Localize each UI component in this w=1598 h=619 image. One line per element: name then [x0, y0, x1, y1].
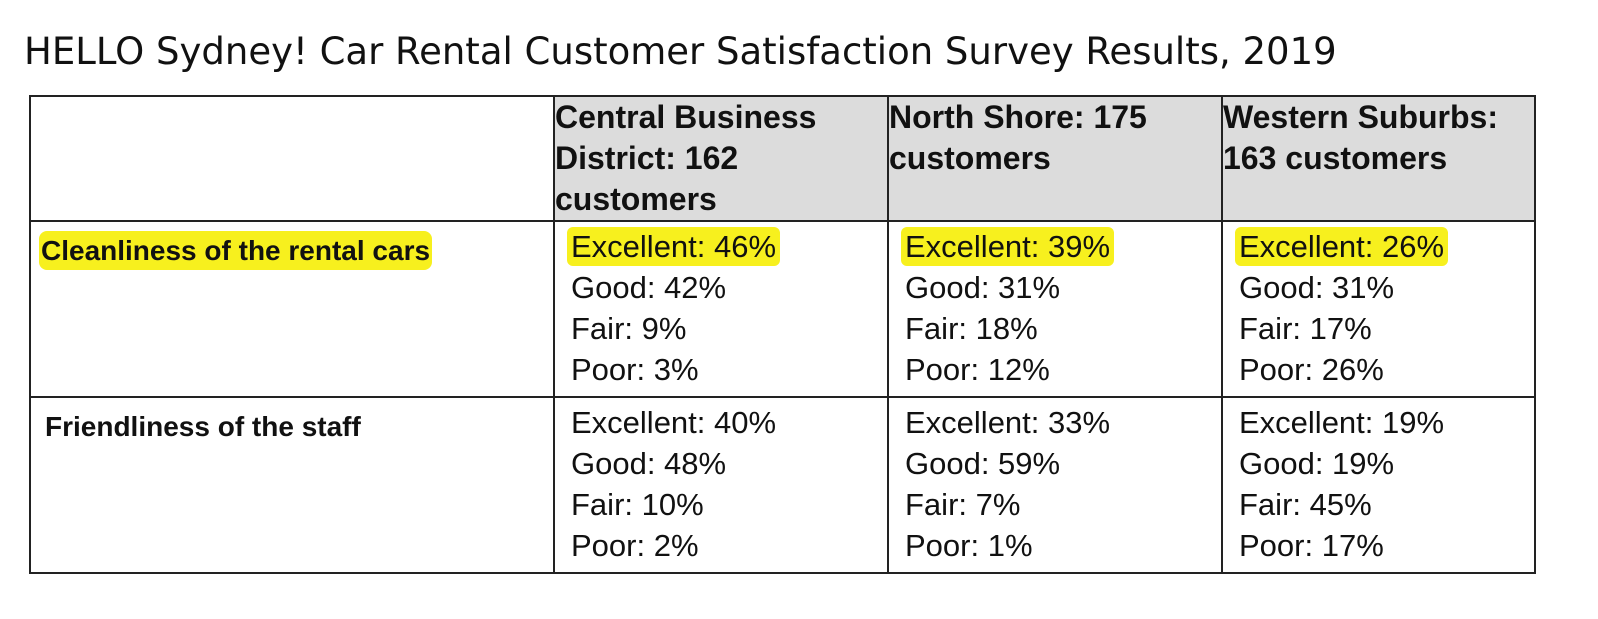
highlighted-row-label: Cleanliness of the rental cars	[39, 231, 433, 270]
table-header-row: Central Business District: 162 customers…	[29, 95, 1536, 222]
highlighted-value: Excellent: 26%	[1235, 227, 1449, 266]
value-line: Fair: 17%	[1239, 311, 1372, 346]
survey-results-table: Central Business District: 162 customers…	[29, 95, 1536, 574]
value-line: Good: 31%	[905, 270, 1061, 305]
page-title: HELLO Sydney! Car Rental Customer Satisf…	[24, 30, 1337, 73]
header-north-shore: North Shore: 175 customers	[887, 95, 1223, 222]
value-line: Fair: 10%	[571, 487, 704, 522]
cell-cleanliness-north-shore: Excellent: 39% Good: 31% Fair: 18% Poor:…	[887, 220, 1223, 398]
value-line: Excellent: 33%	[905, 405, 1111, 440]
value-line: Fair: 18%	[905, 311, 1038, 346]
header-central-business-district: Central Business District: 162 customers	[553, 95, 889, 222]
table-row: Cleanliness of the rental cars Excellent…	[29, 220, 1536, 398]
value-line: Poor: 26%	[1239, 352, 1384, 387]
value-line: Excellent: 40%	[571, 405, 777, 440]
value-line: Poor: 3%	[571, 352, 699, 387]
row-label-cleanliness: Cleanliness of the rental cars	[29, 220, 555, 398]
value-line: Fair: 45%	[1239, 487, 1372, 522]
highlighted-value: Excellent: 46%	[567, 227, 781, 266]
row-label-text: Friendliness of the staff	[45, 411, 361, 442]
table-row: Friendliness of the staff Excellent: 40%…	[29, 396, 1536, 574]
header-western-suburbs: Western Suburbs: 163 customers	[1221, 95, 1536, 222]
value-line: Good: 19%	[1239, 446, 1395, 481]
cell-friendliness-cbd: Excellent: 40% Good: 48% Fair: 10% Poor:…	[553, 396, 889, 574]
value-line: Good: 42%	[571, 270, 727, 305]
value-line: Poor: 12%	[905, 352, 1050, 387]
value-line: Fair: 7%	[905, 487, 1021, 522]
cell-cleanliness-western-suburbs: Excellent: 26% Good: 31% Fair: 17% Poor:…	[1221, 220, 1536, 398]
row-label-friendliness: Friendliness of the staff	[29, 396, 555, 574]
value-line: Fair: 9%	[571, 311, 687, 346]
cell-cleanliness-cbd: Excellent: 46% Good: 42% Fair: 9% Poor: …	[553, 220, 889, 398]
value-line: Poor: 17%	[1239, 528, 1384, 563]
value-line: Poor: 1%	[905, 528, 1033, 563]
value-line: Good: 31%	[1239, 270, 1395, 305]
value-line: Poor: 2%	[571, 528, 699, 563]
value-line: Good: 48%	[571, 446, 727, 481]
value-line: Excellent: 19%	[1239, 405, 1445, 440]
cell-friendliness-western-suburbs: Excellent: 19% Good: 19% Fair: 45% Poor:…	[1221, 396, 1536, 574]
value-line: Good: 59%	[905, 446, 1061, 481]
cell-friendliness-north-shore: Excellent: 33% Good: 59% Fair: 7% Poor: …	[887, 396, 1223, 574]
header-empty-cell	[29, 95, 555, 222]
highlighted-value: Excellent: 39%	[901, 227, 1115, 266]
